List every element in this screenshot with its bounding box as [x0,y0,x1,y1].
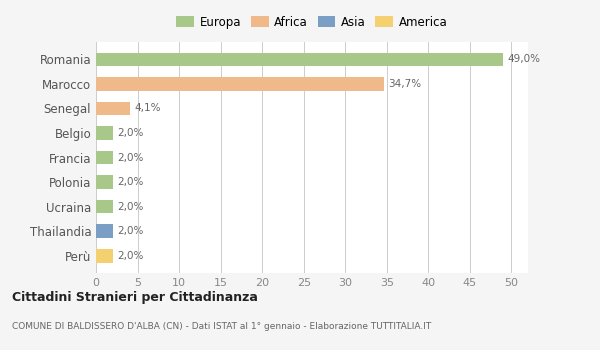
Bar [96,224,113,238]
Bar [96,102,130,115]
Text: 2,0%: 2,0% [117,177,143,187]
Legend: Europa, Africa, Asia, America: Europa, Africa, Asia, America [174,13,450,31]
Text: 49,0%: 49,0% [507,54,540,64]
Bar [96,175,113,189]
Text: 2,0%: 2,0% [117,153,143,162]
Text: 34,7%: 34,7% [388,79,422,89]
Text: 2,0%: 2,0% [117,128,143,138]
Text: Cittadini Stranieri per Cittadinanza: Cittadini Stranieri per Cittadinanza [12,291,258,304]
Text: 2,0%: 2,0% [117,251,143,261]
Bar [96,52,503,66]
Bar [96,126,113,140]
Bar [96,200,113,214]
Text: 2,0%: 2,0% [117,202,143,212]
Text: COMUNE DI BALDISSERO D'ALBA (CN) - Dati ISTAT al 1° gennaio - Elaborazione TUTTI: COMUNE DI BALDISSERO D'ALBA (CN) - Dati … [12,322,431,331]
Bar [96,151,113,164]
Text: 4,1%: 4,1% [134,103,161,113]
Text: 2,0%: 2,0% [117,226,143,236]
Bar [96,77,384,91]
Bar [96,249,113,262]
